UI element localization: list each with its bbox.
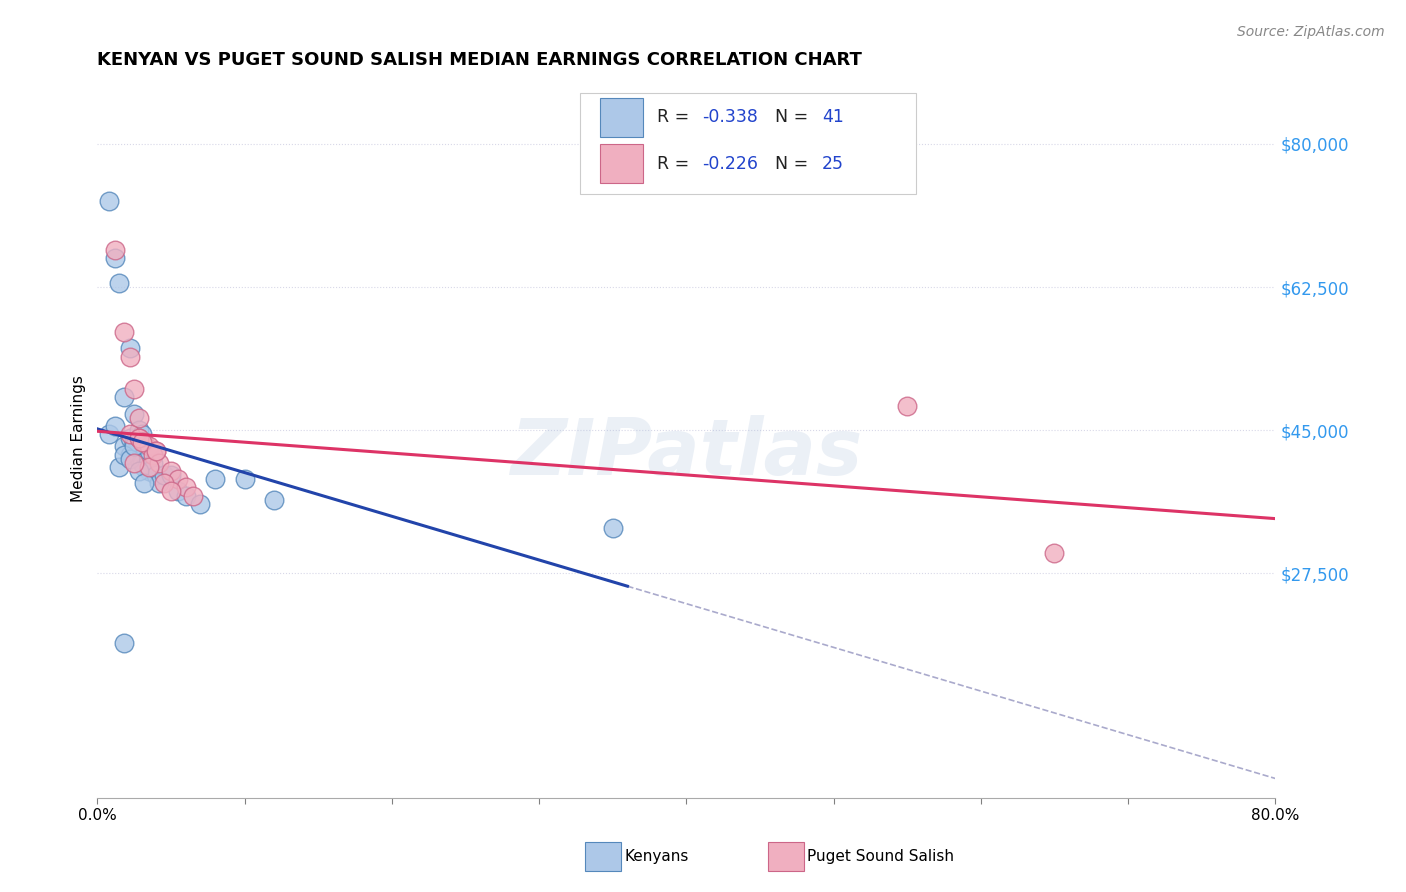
- Point: [112, 325, 135, 339]
- Point: [148, 476, 170, 491]
- Text: ZIPatlas: ZIPatlas: [510, 415, 862, 491]
- Point: [174, 489, 197, 503]
- Point: [112, 448, 135, 462]
- Point: [167, 472, 190, 486]
- Point: [128, 440, 150, 454]
- Point: [122, 440, 145, 454]
- Point: [118, 451, 141, 466]
- Point: [1043, 546, 1066, 560]
- Point: [233, 472, 256, 486]
- Point: [118, 350, 141, 364]
- Point: [122, 435, 145, 450]
- Y-axis label: Median Earnings: Median Earnings: [72, 375, 86, 502]
- Point: [167, 484, 190, 499]
- Text: Source: ZipAtlas.com: Source: ZipAtlas.com: [1237, 25, 1385, 39]
- Point: [602, 521, 624, 535]
- Point: [122, 407, 145, 421]
- Point: [118, 448, 141, 462]
- Point: [122, 382, 145, 396]
- Point: [148, 456, 170, 470]
- Point: [98, 194, 121, 209]
- Point: [142, 448, 165, 462]
- Point: [118, 342, 141, 356]
- Point: [112, 391, 135, 405]
- Point: [152, 468, 174, 483]
- Text: N =: N =: [775, 108, 814, 126]
- Text: -0.338: -0.338: [702, 108, 758, 126]
- Point: [138, 459, 160, 474]
- Point: [112, 440, 135, 454]
- Text: 25: 25: [823, 155, 844, 173]
- Point: [104, 419, 127, 434]
- Point: [104, 244, 127, 258]
- Point: [152, 476, 174, 491]
- Point: [128, 451, 150, 466]
- Point: [190, 497, 212, 511]
- Text: KENYAN VS PUGET SOUND SALISH MEDIAN EARNINGS CORRELATION CHART: KENYAN VS PUGET SOUND SALISH MEDIAN EARN…: [97, 51, 862, 69]
- Text: R =: R =: [657, 155, 695, 173]
- Text: Puget Sound Salish: Puget Sound Salish: [807, 849, 955, 863]
- Point: [134, 459, 156, 474]
- Point: [128, 464, 150, 478]
- Point: [134, 435, 156, 450]
- Point: [160, 484, 183, 499]
- Text: 41: 41: [823, 108, 844, 126]
- Point: [896, 399, 918, 413]
- FancyBboxPatch shape: [600, 98, 643, 136]
- Point: [263, 492, 285, 507]
- Point: [128, 410, 150, 425]
- Point: [145, 443, 167, 458]
- Point: [145, 443, 167, 458]
- Point: [108, 276, 131, 290]
- Point: [134, 448, 156, 462]
- Point: [138, 440, 160, 454]
- Point: [204, 472, 226, 486]
- Point: [145, 468, 167, 483]
- Point: [138, 443, 160, 458]
- Point: [131, 456, 153, 470]
- Point: [131, 435, 153, 450]
- Point: [122, 456, 145, 470]
- Point: [174, 480, 197, 494]
- FancyBboxPatch shape: [600, 145, 643, 184]
- Text: -0.226: -0.226: [702, 155, 758, 173]
- Point: [112, 636, 135, 650]
- Point: [142, 456, 165, 470]
- Text: Kenyans: Kenyans: [624, 849, 689, 863]
- Point: [108, 459, 131, 474]
- Point: [118, 427, 141, 442]
- Point: [104, 252, 127, 266]
- Point: [138, 464, 160, 478]
- Text: R =: R =: [657, 108, 695, 126]
- Point: [134, 476, 156, 491]
- Point: [128, 431, 150, 445]
- Point: [131, 427, 153, 442]
- Point: [128, 423, 150, 437]
- Point: [98, 427, 121, 442]
- Text: N =: N =: [775, 155, 814, 173]
- Point: [118, 431, 141, 445]
- Point: [128, 431, 150, 445]
- Point: [122, 435, 145, 450]
- FancyBboxPatch shape: [581, 93, 917, 194]
- Point: [160, 468, 183, 483]
- Point: [181, 489, 204, 503]
- Point: [160, 464, 183, 478]
